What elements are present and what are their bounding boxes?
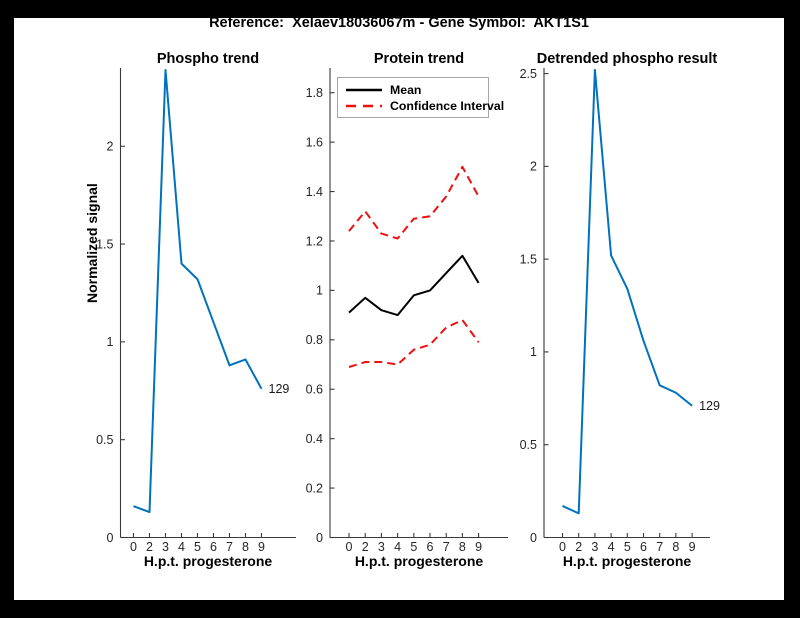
y-tick-label: 1.6 [306,135,323,149]
y-tick-label: 0 [107,531,114,545]
x-tick-label: 3 [162,540,169,554]
legend-entry-mean: Mean [345,82,481,97]
y-tick-label: 1 [530,345,537,359]
x-tick-label: 5 [410,540,417,554]
legend-ci-dashed-line-sample [346,104,382,107]
x-tick-label: 6 [210,540,217,554]
x-tick-label: 4 [608,540,615,554]
x-tick-label: 9 [258,540,265,554]
x-tick-label: 4 [178,540,185,554]
x-tick-label: 8 [672,540,679,554]
subplot-1: 00.20.40.60.811.21.41.61.80 2 3 4 5 6 7 8 9 [306,68,508,554]
y-tick-label: 1.5 [520,252,537,266]
y-tick-label: 0.5 [96,433,113,447]
y-tick-label: 2 [530,160,537,174]
x-tick-label: 0 [346,540,353,554]
x-tick-label: 2 [146,540,153,554]
legend-label-mean: Mean [390,82,422,97]
x-tick-label: 5 [624,540,631,554]
series-line-phospho-signal [133,68,263,514]
y-tick-label: 0.6 [306,383,323,397]
x-tick-label: 9 [689,540,696,554]
x-tick-label: 8 [242,540,249,554]
x-tick-label: 7 [226,540,233,554]
x-tick-label: 6 [427,540,434,554]
y-tick-label: 0.4 [306,432,323,446]
x-tick-label: 2 [575,540,582,554]
x-tick-label: 6 [640,540,647,554]
x-tick-label: 2 [362,540,369,554]
legend-box: Mean Confidence Interval [337,77,504,118]
legend-entry-confidence-interval: Confidence Interval [345,99,504,112]
y-tick-label: 2 [107,140,114,154]
series-line-detrended-phospho-signal [562,68,693,515]
x-tick-label: 0 [130,540,137,554]
y-tick-label: 0 [316,531,323,545]
y-tick-label: 0 [530,531,537,545]
legend-label-confidence-interval: Confidence Interval [390,98,505,113]
plot1-title: Phospho trend [156,51,260,67]
plot2-title: Protein trend [373,51,465,67]
y-tick-label: 1 [107,335,114,349]
plot3-title: Detrended phospho result [536,51,718,67]
end-annotation: 129 [269,382,290,396]
x-tick-label: 8 [459,540,466,554]
plot3-xlabel: H.p.t. progesterone [562,553,692,569]
y-tick-label: 1.5 [96,237,113,251]
x-tick-label: 7 [443,540,450,554]
x-tick-label: 0 [559,540,566,554]
y-tick-label: 0.5 [520,438,537,452]
series-line-mean [348,254,480,317]
y-tick-label: 1.8 [306,86,323,100]
x-tick-label: 3 [378,540,385,554]
y-tick-label: 1.2 [306,234,323,248]
x-tick-label: 5 [194,540,201,554]
y-tick-label: 0.8 [306,333,323,347]
plot2-xlabel: H.p.t. progesterone [354,553,484,569]
series-line-confidence-interval-lower [348,319,480,368]
y-tick-label: 1 [316,284,323,298]
y-tick-label: 0.2 [306,481,323,495]
y-tick-label: 1.4 [306,185,323,199]
x-tick-label: 9 [475,540,482,554]
figure-title: Reference: Xelaev18036067m - Gene Symbol… [209,15,589,31]
end-annotation: 129 [699,399,720,413]
plot1-xlabel: H.p.t. progesterone [143,553,273,569]
legend-mean-line-sample [346,88,382,91]
x-tick-label: 7 [656,540,663,554]
y-tick-label: 2.5 [520,67,537,81]
x-tick-label: 3 [591,540,598,554]
series-line-confidence-interval-upper [348,165,480,240]
x-tick-label: 4 [394,540,401,554]
